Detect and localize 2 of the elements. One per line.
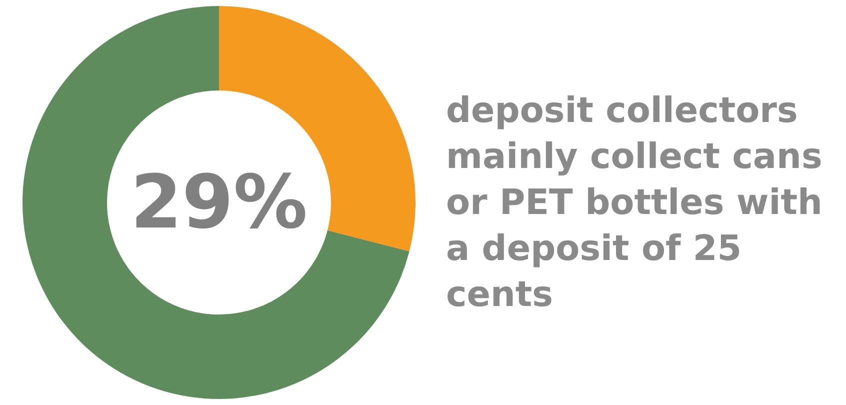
text: 29% — [130, 160, 308, 246]
text: deposit collectors mainly collect cans or PET bottles with a deposit of 25 cents — [446, 90, 824, 316]
